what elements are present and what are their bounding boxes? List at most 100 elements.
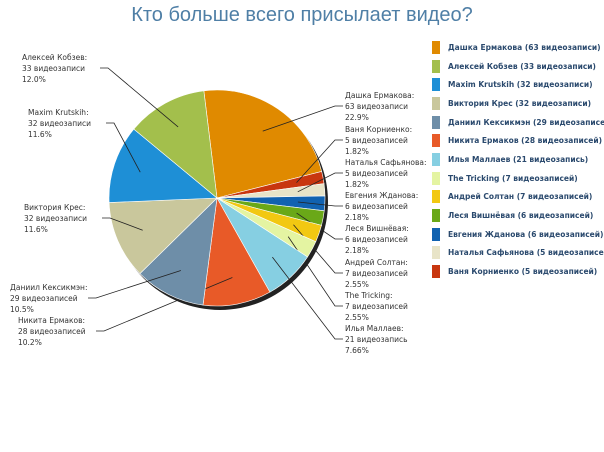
slice-label-line: Леся Вишнёвая: xyxy=(345,224,409,233)
legend-swatch xyxy=(432,40,440,54)
leader-line xyxy=(100,67,179,128)
slice-label-line: 2.55% xyxy=(345,280,369,289)
slice-label-line: 12.0% xyxy=(22,75,46,84)
slice-label-line: 2.55% xyxy=(345,313,369,322)
legend-label: Ваня Корниенко (5 видеозаписей) xyxy=(448,267,598,277)
slice-label-line: 28 видеозаписей xyxy=(18,327,86,336)
slice-label-line: Евгения Жданова: xyxy=(345,191,419,200)
pie-slice xyxy=(108,128,218,203)
legend-label: Даниил Кексикмэн (29 видеозаписей) xyxy=(448,117,604,127)
slice-label-line: Виктория Крес: xyxy=(24,203,86,212)
slice-label: Виктория Крес: 32 видеозаписи 11.6% xyxy=(24,202,87,235)
slice-label: Алексей Кобзев: 33 видеозаписи 12.0% xyxy=(22,52,87,85)
slice-label: Даниил Кексикмэн: 29 видеозаписей 10.5% xyxy=(10,282,88,315)
legend-swatch xyxy=(432,152,440,166)
legend-label: Леся Вишнёвая (6 видеозаписей) xyxy=(448,211,594,221)
pie-slice xyxy=(108,197,218,275)
leader-line xyxy=(296,139,343,183)
legend-item: Леся Вишнёвая (6 видеозаписей) xyxy=(432,206,604,225)
legend-label: Евгения Жданова (6 видеозаписей) xyxy=(448,229,604,239)
slice-label: Илья Маллаев: 21 видеозапись 7.66% xyxy=(345,323,408,356)
slice-label-line: Никита Ермаков: xyxy=(18,316,86,325)
slice-label-line: Дашка Ермакова: xyxy=(345,91,415,100)
slice-label-line: 2.18% xyxy=(345,246,369,255)
slice-label-line: Наталья Сафьянова: xyxy=(345,158,427,167)
chart-title: Кто больше всего присылает видео? xyxy=(131,4,473,26)
leader-line xyxy=(106,122,141,173)
pie-slice xyxy=(133,90,218,199)
slice-label-line: 11.6% xyxy=(28,130,52,139)
slice-label: The Tricking: 7 видеозаписей 2.55% xyxy=(345,290,408,323)
legend-swatch xyxy=(432,227,440,241)
legend-item: Даниил Кексикмэн (29 видеозаписей) xyxy=(432,113,604,132)
pie-slice xyxy=(139,197,218,306)
legend-swatch xyxy=(432,171,440,185)
slice-label-line: The Tricking: xyxy=(345,291,393,300)
legend-swatch xyxy=(432,134,440,148)
slice-label-line: 21 видеозапись xyxy=(345,335,408,344)
leader-line xyxy=(262,105,343,132)
slice-label-line: 11.6% xyxy=(24,225,48,234)
leader-line xyxy=(102,217,143,231)
slice-label-line: Андрей Солтан: xyxy=(345,258,408,267)
slice-label: Дашка Ермакова: 63 видеозаписи 22.9% xyxy=(345,90,414,123)
slice-label-line: 1.82% xyxy=(345,147,369,156)
slice-label-line: 7.66% xyxy=(345,346,369,355)
legend-label: Андрей Солтан (7 видеозаписей) xyxy=(448,192,593,202)
legend-item: Илья Маллаев (21 видеозапись) xyxy=(432,150,604,169)
legend-label: Дашка Ермакова (63 видеозаписи) xyxy=(448,42,601,52)
legend-item: Андрей Солтан (7 видеозаписей) xyxy=(432,188,604,207)
slice-label-line: Илья Маллаев: xyxy=(345,324,404,333)
legend-item: Дашка Ермакова (63 видеозаписи) xyxy=(432,38,604,57)
legend: Дашка Ермакова (63 видеозаписи) Алексей К… xyxy=(432,38,604,281)
slice-label-line: 6 видеозаписей xyxy=(345,235,408,244)
legend-swatch xyxy=(432,96,440,110)
pie-slice xyxy=(203,89,323,199)
slice-label: Наталья Сафьянова: 5 видеозаписей 1.82% xyxy=(345,157,427,190)
slice-label-line: 2.18% xyxy=(345,213,369,222)
slice-label-line: 5 видеозаписей xyxy=(345,136,408,145)
legend-item: Никита Ермаков (28 видеозаписей) xyxy=(432,131,604,150)
legend-swatch xyxy=(432,78,440,92)
slice-label-line: Maxim Krutskih: xyxy=(28,108,89,117)
slice-label: Ваня Корниенко: 5 видеозаписей 1.82% xyxy=(345,124,412,157)
legend-item: Maxim Krutskih (32 видеозаписи) xyxy=(432,75,604,94)
leader-line xyxy=(297,201,343,207)
legend-item: Ваня Корниенко (5 видеозаписей) xyxy=(432,262,604,281)
slice-label-line: Ваня Корниенко: xyxy=(345,125,413,134)
legend-label: Наталья Сафьянова (5 видеозаписей) xyxy=(448,248,604,258)
legend-swatch xyxy=(432,209,440,223)
legend-item: Евгения Жданова (6 видеозаписей) xyxy=(432,225,604,244)
legend-swatch xyxy=(432,190,440,204)
slice-label-line: 1.82% xyxy=(345,180,369,189)
slice-label-line: 29 видеозаписей xyxy=(10,294,78,303)
slice-label: Maxim Krutskih: 32 видеозаписи 11.6% xyxy=(28,107,91,140)
leader-line xyxy=(297,172,343,193)
slice-label-line: Алексей Кобзев: xyxy=(22,53,88,62)
legend-label: Maxim Krutskih (32 видеозаписи) xyxy=(448,80,593,90)
slice-label-line: 32 видеозаписи xyxy=(24,214,87,223)
slice-label-line: 33 видеозаписи xyxy=(22,64,85,73)
leader-line xyxy=(88,270,181,299)
slice-label: Никита Ермаков: 28 видеозаписей 10.2% xyxy=(18,315,86,348)
slice-label-line: 7 видеозаписей xyxy=(345,302,408,311)
legend-label: Алексей Кобзев (33 видеозаписи) xyxy=(448,61,596,71)
slice-label-line: 32 видеозаписи xyxy=(28,119,91,128)
leader-line xyxy=(272,256,343,340)
slice-label: Леся Вишнёвая: 6 видеозаписей 2.18% xyxy=(345,223,409,256)
legend-label: The Tricking (7 видеозаписей) xyxy=(448,173,578,183)
legend-item: The Tricking (7 видеозаписей) xyxy=(432,169,604,188)
legend-label: Никита Ермаков (28 видеозаписей) xyxy=(448,136,603,146)
legend-label: Виктория Крес (32 видеозаписи) xyxy=(448,98,592,108)
legend-item: Виктория Крес (32 видеозаписи) xyxy=(432,94,604,113)
legend-swatch xyxy=(432,265,440,279)
slice-label-line: 63 видеозаписи xyxy=(345,102,408,111)
slice-label-line: 5 видеозаписей xyxy=(345,169,408,178)
slice-label-line: 10.2% xyxy=(18,338,42,347)
slice-label-line: Даниил Кексикмэн: xyxy=(10,283,88,292)
legend-swatch xyxy=(432,246,440,260)
slice-label-line: 10.5% xyxy=(10,305,34,314)
legend-item: Наталья Сафьянова (5 видеозаписей) xyxy=(432,244,604,263)
slice-label: Андрей Солтан: 7 видеозаписей 2.55% xyxy=(345,257,408,290)
